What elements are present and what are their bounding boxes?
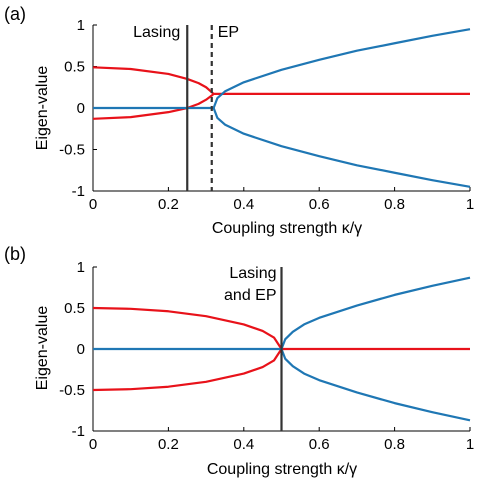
- panel-a-series-red-1: [92, 93, 215, 120]
- panel-b-y-axis-label: Eigen-value: [34, 306, 51, 391]
- panel-a-x-tick-label: 0.2: [158, 196, 179, 213]
- panel-a-x-tick-label: 0: [89, 196, 97, 213]
- panel-a-y-tick-label: -0.5: [59, 142, 85, 159]
- panel-b-x-tick-label: 0.4: [233, 436, 254, 453]
- panel-a-x-tick-label: 0.6: [309, 196, 330, 213]
- panel-b-x-tick-label: 0.2: [158, 436, 179, 453]
- panel-a-y-axis-label: Eigen-value: [34, 66, 51, 151]
- panel-b-annotation-line1: Lasing: [229, 265, 276, 282]
- panel-a-x-tick-label: 0.4: [233, 196, 254, 213]
- panel-a-series-blue-3: [212, 28, 471, 109]
- panel-a-y-tick-label: 1: [77, 17, 85, 34]
- panel-a-y-tick-label: -1: [72, 183, 85, 200]
- panel-b-x-tick-label: 0.8: [384, 436, 405, 453]
- panel-b-label: (b): [4, 244, 26, 264]
- panel-a-annotation-lasing: Lasing: [133, 24, 180, 41]
- panel-b-series-red-1: [92, 348, 283, 392]
- panel-b-series-red-0: [92, 306, 470, 351]
- panel-b-x-tick-label: 0.6: [309, 436, 330, 453]
- panel-b-y-tick-label: 0: [77, 341, 85, 358]
- panel-b-y-tick-label: 1: [77, 259, 85, 276]
- panel-a-x-tick-label: 0.8: [384, 196, 405, 213]
- panel-a-label: (a): [4, 4, 26, 24]
- panel-a-x-tick-label: 1: [466, 196, 474, 213]
- plot-layer: 0 0.2 0.4 0.6 0.8 1 1 0.5 0 -0.5 -1 Lasing EP 0 0.2 0.4…: [59, 17, 474, 453]
- panel-b-x-axis-label: Coupling strength κ/γ: [207, 461, 357, 478]
- panel-b-series-blue-3: [280, 276, 471, 350]
- panel-a-series-red-0: [92, 66, 470, 95]
- panel-b-x-tick-label: 0: [89, 436, 97, 453]
- panel-b-y-tick-label: -0.5: [59, 382, 85, 399]
- panel-a-y-tick-label: 0.5: [64, 59, 85, 76]
- panel-b-x-tick-label: 1: [466, 436, 474, 453]
- panel-b-y-tick-label: 0.5: [64, 300, 85, 317]
- panel-b-y-tick-label: -1: [72, 423, 85, 440]
- panel-b-series-blue-4: [280, 348, 471, 422]
- panel-b-annotation-line2: and EP: [224, 287, 276, 304]
- panel-a-series-blue-4: [212, 107, 471, 188]
- panel-a-y-tick-label: 0: [77, 100, 85, 117]
- panel-a-annotation-ep: EP: [218, 24, 239, 41]
- panel-a-x-axis-label: Coupling strength κ/γ: [212, 220, 362, 237]
